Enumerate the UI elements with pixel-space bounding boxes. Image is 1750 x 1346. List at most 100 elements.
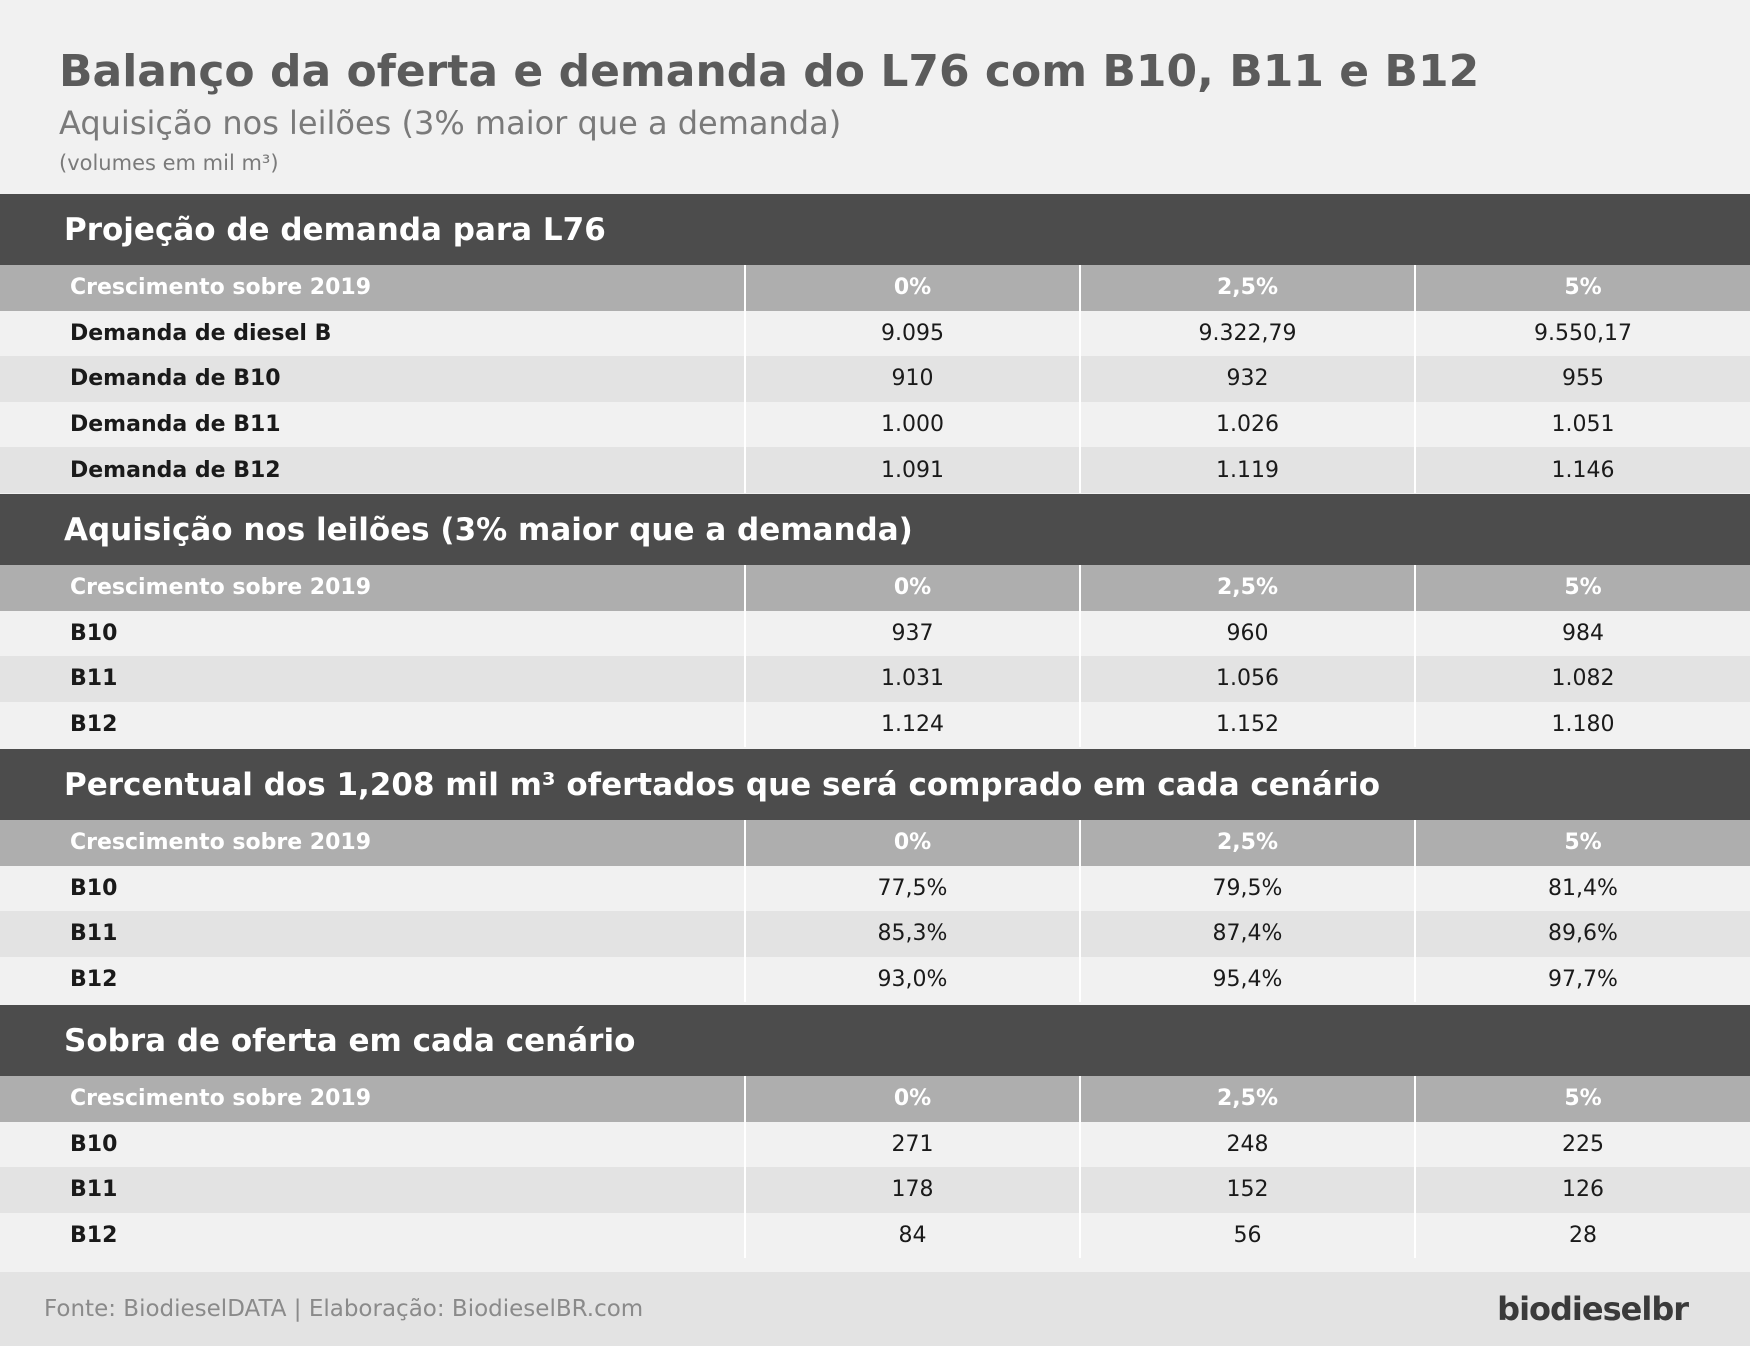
cell-value: 1.119 bbox=[1079, 447, 1415, 493]
row-label: B12 bbox=[0, 1212, 745, 1259]
cell-value: 1.180 bbox=[1414, 701, 1750, 748]
header-cell-label: Crescimento sobre 2019 bbox=[0, 565, 745, 611]
table-row: B12 93,0% 95,4% 97,7% bbox=[0, 956, 1750, 1003]
table-row: B12 1.124 1.152 1.180 bbox=[0, 701, 1750, 748]
row-label: B11 bbox=[0, 656, 745, 702]
row-label: B11 bbox=[0, 1167, 745, 1213]
row-label: Demanda de diesel B bbox=[0, 310, 745, 357]
section-title: Aquisição nos leilões (3% maior que a de… bbox=[0, 494, 1750, 565]
header-cell-2-5pct: 2,5% bbox=[1079, 820, 1415, 866]
cell-value: 9.550,17 bbox=[1414, 310, 1750, 357]
header-cell-0pct: 0% bbox=[744, 565, 1080, 611]
section-auction-acquisition: Aquisição nos leilões (3% maior que a de… bbox=[0, 494, 1750, 748]
cell-value: 1.152 bbox=[1079, 701, 1415, 748]
cell-value: 1.082 bbox=[1414, 656, 1750, 702]
header-cell-2-5pct: 2,5% bbox=[1079, 565, 1415, 611]
cell-value: 178 bbox=[744, 1167, 1080, 1213]
row-label: B10 bbox=[0, 610, 745, 657]
row-label: B10 bbox=[0, 865, 745, 912]
cell-value: 79,5% bbox=[1079, 865, 1415, 912]
table-row: Demanda de B10 910 932 955 bbox=[0, 356, 1750, 402]
page-subtitle: Aquisição nos leilões (3% maior que a de… bbox=[59, 104, 842, 142]
cell-value: 1.056 bbox=[1079, 656, 1415, 702]
header-cell-0pct: 0% bbox=[744, 1076, 1080, 1122]
cell-value: 984 bbox=[1414, 610, 1750, 657]
table-row: B10 77,5% 79,5% 81,4% bbox=[0, 865, 1750, 912]
header-cell-5pct: 5% bbox=[1414, 820, 1750, 866]
source-credit: Fonte: BiodieselDATA | Elaboração: Biodi… bbox=[44, 1296, 644, 1322]
row-label: Demanda de B11 bbox=[0, 401, 745, 448]
table-header-row: Crescimento sobre 2019 0% 2,5% 5% bbox=[0, 1076, 1750, 1122]
row-label: B11 bbox=[0, 911, 745, 957]
page-title: Balanço da oferta e demanda do L76 com B… bbox=[59, 46, 1480, 97]
table-row: Demanda de B11 1.000 1.026 1.051 bbox=[0, 401, 1750, 448]
section-offer-percentage: Percentual dos 1,208 mil m³ ofertados qu… bbox=[0, 749, 1750, 1003]
cell-value: 93,0% bbox=[744, 956, 1080, 1003]
section-offer-surplus: Sobra de oferta em cada cenário Crescime… bbox=[0, 1005, 1750, 1259]
cell-value: 1.000 bbox=[744, 401, 1080, 448]
section-title: Projeção de demanda para L76 bbox=[0, 194, 1750, 265]
cell-value: 955 bbox=[1414, 356, 1750, 402]
cell-value: 1.031 bbox=[744, 656, 1080, 702]
table-header-row: Crescimento sobre 2019 0% 2,5% 5% bbox=[0, 820, 1750, 866]
header-cell-5pct: 5% bbox=[1414, 565, 1750, 611]
table-header-row: Crescimento sobre 2019 0% 2,5% 5% bbox=[0, 265, 1750, 311]
table-row: B10 271 248 225 bbox=[0, 1121, 1750, 1168]
header-cell-label: Crescimento sobre 2019 bbox=[0, 265, 745, 311]
header-cell-5pct: 5% bbox=[1414, 265, 1750, 311]
row-label: B12 bbox=[0, 701, 745, 748]
table-row: B12 84 56 28 bbox=[0, 1212, 1750, 1259]
cell-value: 1.026 bbox=[1079, 401, 1415, 448]
auction-acquisition-table: Crescimento sobre 2019 0% 2,5% 5% B10 93… bbox=[0, 565, 1750, 748]
cell-value: 9.322,79 bbox=[1079, 310, 1415, 357]
cell-value: 1.146 bbox=[1414, 447, 1750, 493]
cell-value: 9.095 bbox=[744, 310, 1080, 357]
section-demand-projection: Projeção de demanda para L76 Crescimento… bbox=[0, 194, 1750, 493]
row-label: Demanda de B10 bbox=[0, 356, 745, 402]
header-cell-2-5pct: 2,5% bbox=[1079, 1076, 1415, 1122]
cell-value: 81,4% bbox=[1414, 865, 1750, 912]
cell-value: 960 bbox=[1079, 610, 1415, 657]
offer-percentage-table: Crescimento sobre 2019 0% 2,5% 5% B10 77… bbox=[0, 820, 1750, 1003]
cell-value: 126 bbox=[1414, 1167, 1750, 1213]
table-row: B11 85,3% 87,4% 89,6% bbox=[0, 911, 1750, 957]
table-row: Demanda de diesel B 9.095 9.322,79 9.550… bbox=[0, 310, 1750, 357]
cell-value: 56 bbox=[1079, 1212, 1415, 1259]
table-row: B11 1.031 1.056 1.082 bbox=[0, 656, 1750, 702]
offer-surplus-table: Crescimento sobre 2019 0% 2,5% 5% B10 27… bbox=[0, 1076, 1750, 1259]
cell-value: 1.051 bbox=[1414, 401, 1750, 448]
row-label: B12 bbox=[0, 956, 745, 1003]
cell-value: 152 bbox=[1079, 1167, 1415, 1213]
header-cell-label: Crescimento sobre 2019 bbox=[0, 820, 745, 866]
cell-value: 28 bbox=[1414, 1212, 1750, 1259]
biodieselbr-logo: biodieselbr bbox=[1497, 1290, 1689, 1328]
cell-value: 932 bbox=[1079, 356, 1415, 402]
cell-value: 1.091 bbox=[744, 447, 1080, 493]
cell-value: 97,7% bbox=[1414, 956, 1750, 1003]
cell-value: 84 bbox=[744, 1212, 1080, 1259]
demand-projection-table: Crescimento sobre 2019 0% 2,5% 5% Demand… bbox=[0, 265, 1750, 493]
cell-value: 77,5% bbox=[744, 865, 1080, 912]
header-cell-2-5pct: 2,5% bbox=[1079, 265, 1415, 311]
header-cell-label: Crescimento sobre 2019 bbox=[0, 1076, 745, 1122]
footer: Fonte: BiodieselDATA | Elaboração: Biodi… bbox=[0, 1272, 1750, 1346]
cell-value: 937 bbox=[744, 610, 1080, 657]
row-label: Demanda de B12 bbox=[0, 447, 745, 493]
cell-value: 910 bbox=[744, 356, 1080, 402]
cell-value: 271 bbox=[744, 1121, 1080, 1168]
header-cell-0pct: 0% bbox=[744, 265, 1080, 311]
table-row: B11 178 152 126 bbox=[0, 1167, 1750, 1213]
units-note: (volumes em mil m³) bbox=[59, 151, 279, 175]
cell-value: 225 bbox=[1414, 1121, 1750, 1168]
cell-value: 1.124 bbox=[744, 701, 1080, 748]
cell-value: 95,4% bbox=[1079, 956, 1415, 1003]
header-cell-0pct: 0% bbox=[744, 820, 1080, 866]
table-row: Demanda de B12 1.091 1.119 1.146 bbox=[0, 447, 1750, 493]
cell-value: 89,6% bbox=[1414, 911, 1750, 957]
section-title: Percentual dos 1,208 mil m³ ofertados qu… bbox=[0, 749, 1750, 820]
header-cell-5pct: 5% bbox=[1414, 1076, 1750, 1122]
table-row: B10 937 960 984 bbox=[0, 610, 1750, 657]
cell-value: 85,3% bbox=[744, 911, 1080, 957]
cell-value: 87,4% bbox=[1079, 911, 1415, 957]
section-title: Sobra de oferta em cada cenário bbox=[0, 1005, 1750, 1076]
